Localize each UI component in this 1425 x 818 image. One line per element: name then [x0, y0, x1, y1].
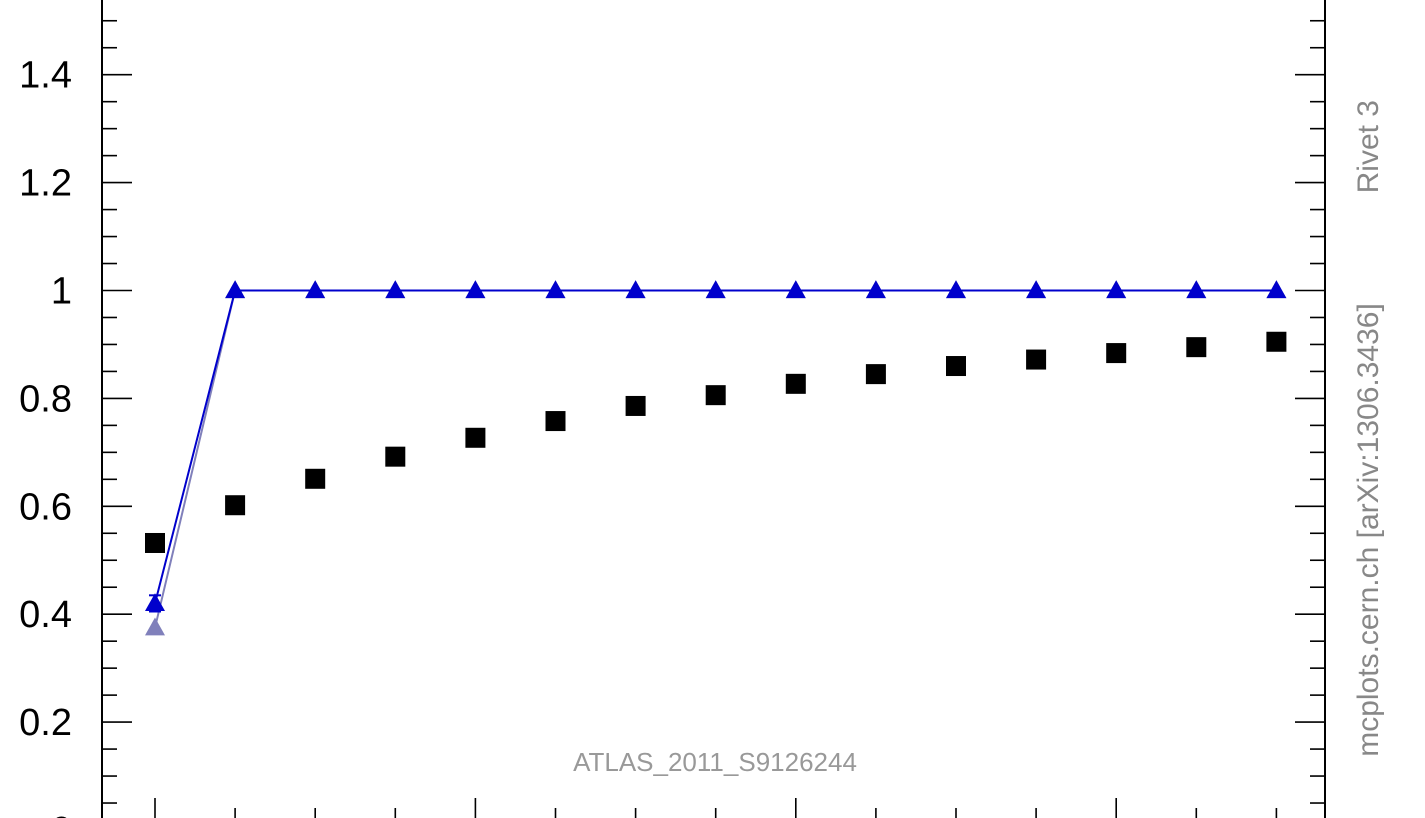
data-point-triangle — [305, 280, 326, 299]
series-line — [154, 289, 1277, 628]
y-tick-label: 1.2 — [19, 163, 72, 205]
series-layer — [145, 280, 1287, 636]
series-1 — [145, 280, 1287, 613]
data-point-square — [545, 411, 566, 432]
data-point-square — [1266, 331, 1287, 352]
data-point-square — [625, 395, 646, 416]
data-point-square — [946, 356, 966, 377]
data-point-square — [1026, 349, 1047, 370]
data-point-square — [865, 364, 886, 385]
data-point-triangle — [145, 593, 165, 612]
y-tick-label: 1.4 — [19, 55, 72, 97]
data-point-square — [705, 385, 726, 406]
y-tick-label: 0.4 — [19, 594, 72, 636]
series-0 — [145, 331, 1287, 553]
y-axis-ticks: 1.4 1.2 1 0.8 0.6 0.4 0.2 0 — [19, 19, 1325, 818]
data-point-triangle — [465, 280, 486, 299]
x-axis-ticks — [154, 798, 1278, 818]
y-tick-label: 0.8 — [19, 378, 72, 420]
y-tick-label: 1 — [51, 271, 72, 313]
data-point-square — [385, 446, 406, 467]
data-point-square — [145, 532, 165, 553]
data-point-triangle — [225, 280, 246, 299]
y-tick-label: 0 — [51, 810, 72, 818]
data-point-square — [225, 495, 246, 516]
rivet-version-label: Rivet 3 — [1352, 100, 1385, 193]
data-point-square — [465, 427, 486, 448]
data-point-triangle — [1106, 280, 1127, 299]
data-point-square — [1106, 343, 1127, 364]
data-point-triangle — [385, 280, 406, 299]
analysis-annotation: ATLAS_2011_S9126244 — [573, 747, 857, 777]
y-tick-label: 0.6 — [19, 486, 72, 528]
data-point-square — [1186, 337, 1207, 358]
data-point-triangle — [946, 280, 966, 299]
data-point-triangle — [1266, 280, 1287, 299]
data-point-square — [305, 468, 326, 489]
plot-frame — [101, 0, 1326, 818]
series-2 — [145, 280, 1287, 636]
data-point-triangle — [545, 280, 566, 299]
y-tick-label: 0.2 — [19, 702, 72, 744]
series-line — [154, 289, 1277, 604]
data-point-square — [785, 373, 806, 394]
data-point-triangle — [705, 280, 726, 299]
data-point-triangle — [1186, 280, 1207, 299]
source-label: mcplots.cern.ch [arXiv:1306.3436] — [1352, 303, 1385, 757]
data-point-triangle — [625, 280, 646, 299]
data-point-triangle — [785, 280, 806, 299]
data-point-triangle — [1026, 280, 1047, 299]
data-point-triangle — [145, 617, 165, 636]
data-point-triangle — [865, 280, 886, 299]
